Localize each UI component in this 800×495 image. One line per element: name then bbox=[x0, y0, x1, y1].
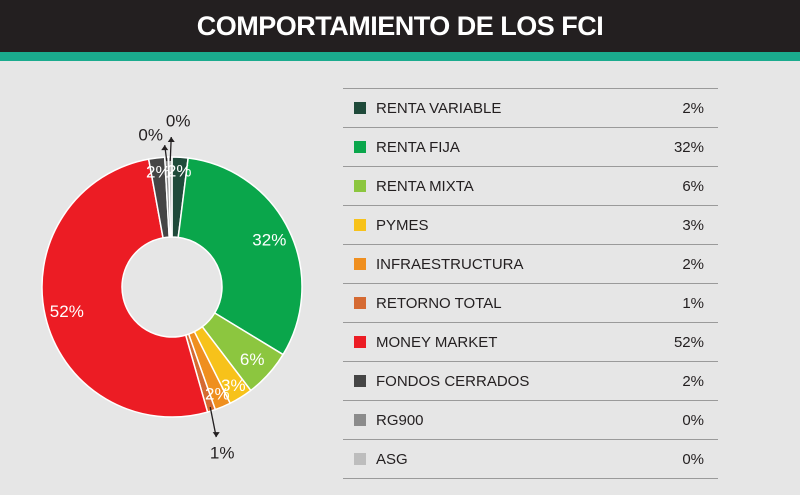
legend-label-fondos-cerrados: FONDOS CERRADOS bbox=[376, 372, 530, 390]
legend-row-rg900: RG900 0% bbox=[343, 401, 718, 440]
legend-swatch-money-market bbox=[354, 336, 366, 348]
data-label-renta-fija: 32% bbox=[252, 231, 286, 250]
legend-label-infraestructura: INFRAESTRUCTURA bbox=[376, 255, 524, 273]
legend-swatch-pymes bbox=[354, 219, 366, 231]
legend-row-fondos-cerrados: FONDOS CERRADOS 2% bbox=[343, 362, 718, 401]
data-label-pymes: 3% bbox=[221, 376, 246, 395]
slice-renta-fija bbox=[177, 157, 303, 356]
legend-row-retorno-total: RETORNO TOTAL 1% bbox=[343, 284, 718, 323]
legend-row-renta-mixta: RENTA MIXTA 6% bbox=[343, 167, 718, 206]
legend-value-asg: 0% bbox=[682, 450, 704, 468]
legend-row-renta-fija: RENTA FIJA 32% bbox=[343, 128, 718, 167]
legend-value-pymes: 3% bbox=[682, 216, 704, 234]
legend-value-renta-variable: 2% bbox=[682, 99, 704, 117]
legend-label-renta-fija: RENTA FIJA bbox=[376, 138, 460, 156]
legend-row-pymes: PYMES 3% bbox=[343, 206, 718, 245]
legend-row-renta-variable: RENTA VARIABLE 2% bbox=[343, 89, 718, 128]
data-label-retorno-total: 1% bbox=[210, 444, 235, 461]
legend-swatch-retorno-total bbox=[354, 297, 366, 309]
legend-swatch-asg bbox=[354, 453, 366, 465]
legend-value-renta-mixta: 6% bbox=[682, 177, 704, 195]
legend: RENTA VARIABLE 2% RENTA FIJA 32% RENTA MIXTA… bbox=[343, 88, 718, 479]
legend-value-fondos-cerrados: 2% bbox=[682, 372, 704, 390]
legend-value-money-market: 52% bbox=[673, 333, 704, 351]
arrow-retorno-total bbox=[212, 432, 220, 438]
slice-asg bbox=[167, 156, 173, 238]
data-label-fondos-cerrados: 2% bbox=[146, 162, 171, 181]
data-label-rg900: 0% bbox=[138, 126, 163, 145]
data-label-money-market: 52% bbox=[50, 302, 84, 321]
arrow-asg bbox=[167, 137, 175, 143]
legend-swatch-renta-fija bbox=[354, 141, 366, 153]
legend-swatch-renta-variable bbox=[354, 102, 366, 114]
legend-label-pymes: PYMES bbox=[376, 216, 429, 234]
legend-swatch-infraestructura bbox=[354, 258, 366, 270]
header-bar: COMPORTAMIENTO DE LOS FCI bbox=[0, 0, 800, 52]
slice-money-market bbox=[41, 158, 209, 418]
legend-swatch-renta-mixta bbox=[354, 180, 366, 192]
data-label-renta-variable: 2% bbox=[167, 162, 192, 181]
chart-title: COMPORTAMIENTO DE LOS FCI bbox=[196, 10, 604, 41]
legend-row-money-market: MONEY MARKET 52% bbox=[343, 323, 718, 362]
legend-row-infraestructura: INFRAESTRUCTURA 2% bbox=[343, 245, 718, 284]
data-label-renta-mixta: 6% bbox=[240, 350, 265, 369]
legend-label-retorno-total: RETORNO TOTAL bbox=[376, 294, 502, 312]
legend-label-money-market: MONEY MARKET bbox=[376, 333, 498, 351]
data-label-asg: 0% bbox=[166, 112, 191, 131]
legend-label-rg900: RG900 bbox=[376, 411, 424, 429]
legend-value-renta-fija: 32% bbox=[673, 138, 704, 156]
legend-value-rg900: 0% bbox=[682, 411, 704, 429]
arrow-rg900 bbox=[161, 145, 169, 151]
legend-swatch-fondos-cerrados bbox=[354, 375, 366, 387]
accent-bar bbox=[0, 52, 800, 61]
legend-label-asg: ASG bbox=[376, 450, 408, 468]
legend-row-asg: ASG 0% bbox=[343, 440, 718, 479]
legend-label-renta-variable: RENTA VARIABLE bbox=[376, 99, 502, 117]
donut-chart: 2%32%6%3%2%1%52%2%0%0% bbox=[41, 112, 303, 461]
legend-label-renta-mixta: RENTA MIXTA bbox=[376, 177, 474, 195]
legend-value-infraestructura: 2% bbox=[682, 255, 704, 273]
legend-swatch-rg900 bbox=[354, 414, 366, 426]
legend-value-retorno-total: 1% bbox=[682, 294, 704, 312]
data-label-infraestructura: 2% bbox=[205, 384, 230, 403]
